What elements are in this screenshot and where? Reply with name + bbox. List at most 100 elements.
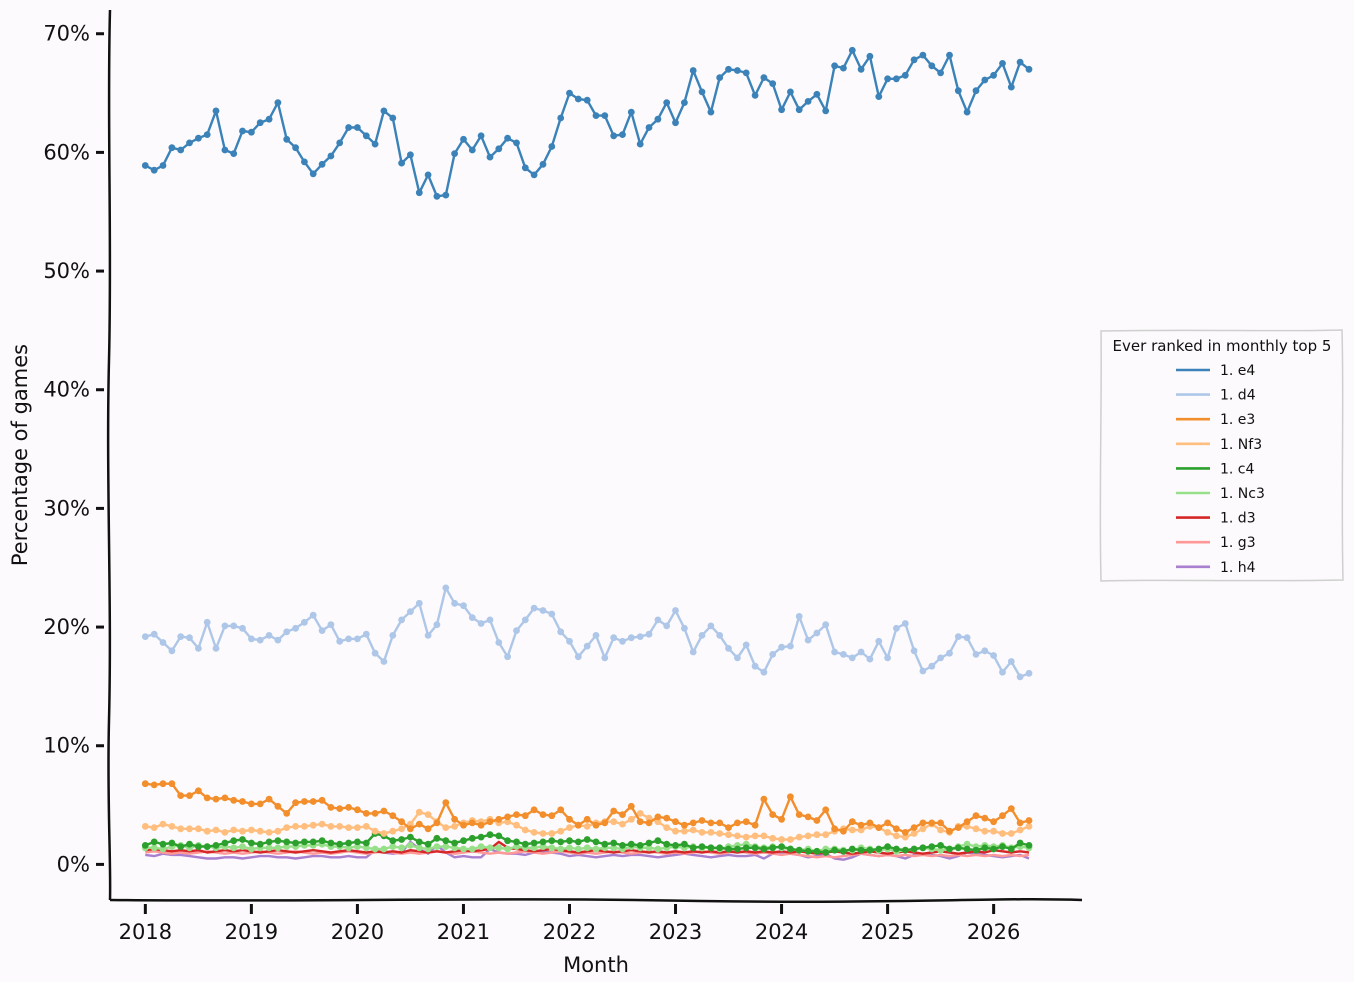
data-point [539, 607, 547, 614]
data-point [981, 76, 989, 84]
data-point [389, 843, 397, 850]
data-point [283, 843, 291, 850]
data-point [150, 166, 158, 174]
data-point [689, 819, 697, 827]
data-point [380, 830, 388, 837]
data-point [433, 843, 441, 850]
data-point [504, 813, 511, 821]
data-point [787, 836, 794, 843]
data-point [972, 812, 980, 820]
data-point [168, 823, 176, 830]
data-point [539, 830, 547, 837]
data-point [831, 648, 838, 656]
data-point [521, 812, 529, 820]
x-tick-label: 2022 [543, 920, 596, 944]
data-point [787, 88, 794, 96]
y-tick-label: 30% [43, 496, 90, 520]
data-point [698, 843, 706, 850]
data-point [230, 844, 238, 852]
data-point [415, 844, 423, 852]
data-point [407, 151, 414, 159]
data-point [928, 662, 936, 670]
data-point [954, 633, 962, 640]
data-point [1025, 817, 1033, 824]
data-point [848, 654, 856, 662]
data-point [760, 832, 768, 840]
data-point [610, 132, 618, 140]
data-point [212, 842, 220, 849]
data-point [221, 622, 229, 630]
x-tick-label: 2020 [331, 920, 384, 944]
data-point [415, 838, 423, 846]
data-point [203, 843, 211, 850]
data-point [486, 616, 494, 624]
data-point [159, 780, 167, 788]
data-point [248, 635, 255, 643]
data-point [566, 844, 573, 852]
data-point [601, 819, 609, 827]
data-point [557, 806, 565, 814]
data-point [212, 795, 220, 803]
data-point [513, 139, 520, 147]
data-point [742, 833, 750, 841]
data-point [707, 819, 715, 827]
data-point [486, 153, 494, 161]
data-point [389, 812, 397, 820]
data-point [318, 627, 326, 634]
data-point [415, 820, 423, 828]
data-point [301, 158, 308, 166]
data-point [371, 827, 379, 835]
series-line [144, 49, 1030, 198]
data-point [159, 162, 167, 169]
data-point [778, 106, 785, 114]
data-point [866, 52, 874, 60]
data-point [168, 780, 176, 788]
data-point [645, 844, 653, 852]
x-tick-label: 2021 [437, 920, 490, 944]
data-point [248, 839, 255, 847]
data-point [795, 846, 803, 854]
data-point [530, 604, 538, 612]
data-point [248, 826, 255, 834]
data-point [230, 150, 238, 158]
data-point [751, 832, 759, 840]
data-point [566, 637, 573, 645]
data-point [212, 826, 220, 834]
data-point [548, 610, 556, 618]
data-point [292, 144, 299, 152]
x-axis-title: Month [563, 953, 629, 977]
data-point [1016, 673, 1024, 681]
data-point [239, 836, 246, 843]
data-point [919, 844, 927, 852]
data-point [513, 627, 520, 634]
data-point [592, 112, 600, 119]
data-point [221, 146, 229, 154]
data-point [734, 845, 741, 853]
data-point [248, 128, 255, 136]
data-point [574, 838, 582, 846]
data-point [681, 821, 688, 829]
data-point [495, 832, 503, 840]
data-point [654, 818, 662, 826]
data-point [937, 846, 944, 854]
data-point [875, 824, 883, 831]
y-ticks: 0% 10% 20% 30% 40% 50% 60% 70% [43, 22, 104, 876]
data-point [212, 107, 220, 115]
data-point [177, 843, 185, 850]
data-point [742, 69, 750, 77]
data-point [539, 811, 547, 818]
data-point [610, 634, 618, 642]
data-point [283, 824, 291, 831]
data-point [707, 622, 715, 630]
data-point [177, 792, 185, 799]
data-point [433, 192, 441, 200]
data-point [990, 818, 997, 826]
data-point [583, 823, 591, 830]
data-point [583, 836, 591, 843]
data-point [742, 844, 750, 852]
data-point [725, 65, 732, 73]
data-point [1016, 58, 1024, 66]
data-point [822, 806, 830, 814]
data-point [195, 843, 202, 850]
data-point [442, 799, 450, 807]
